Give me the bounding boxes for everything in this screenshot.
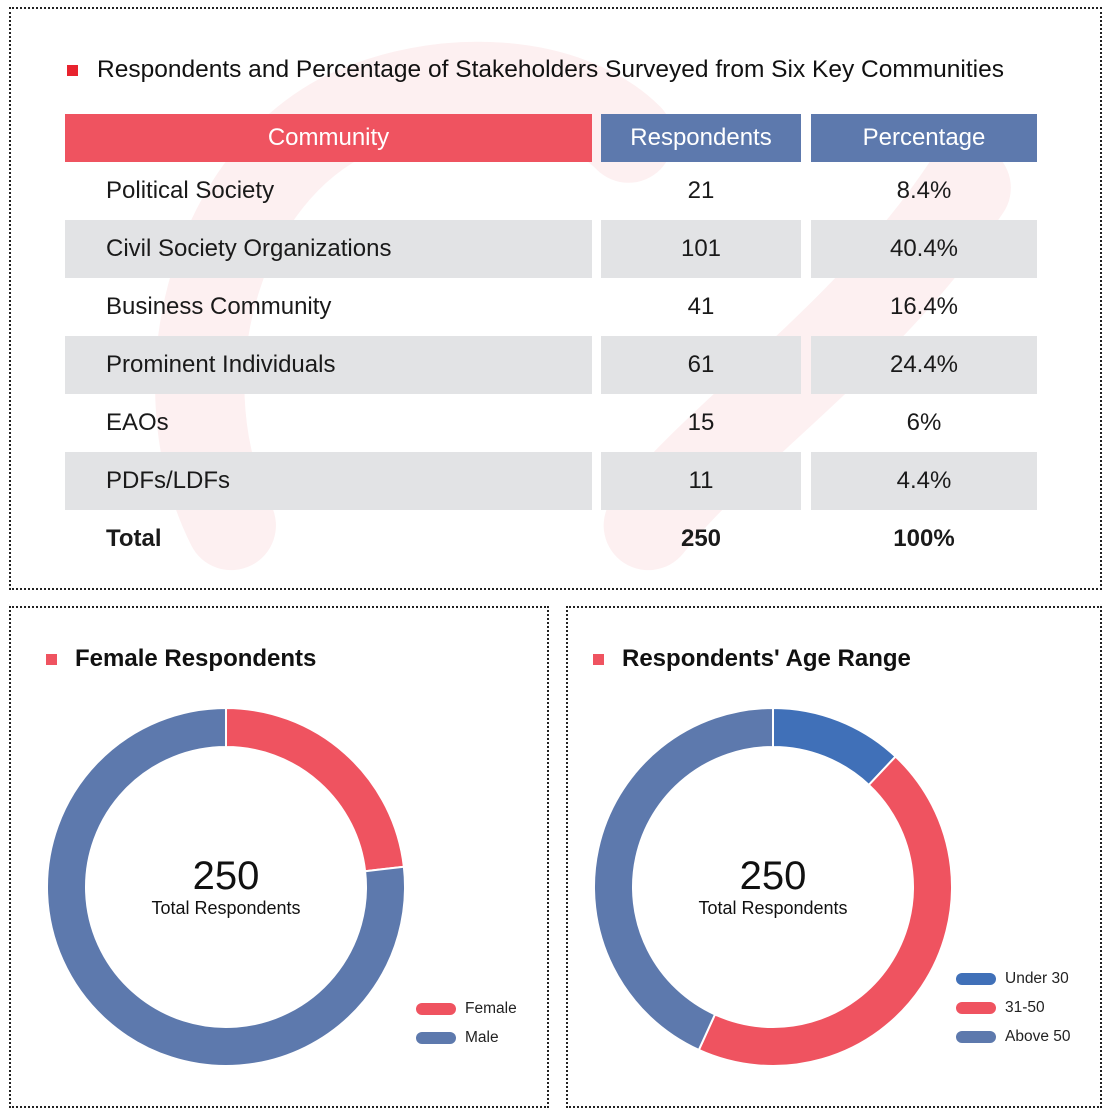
legend-item-female: Female xyxy=(416,994,517,1023)
percentage-cell: 4.4% xyxy=(811,452,1037,510)
percentage-cell: 24.4% xyxy=(811,336,1037,394)
table-row: Prominent Individuals 61 24.4% xyxy=(65,336,1037,394)
respondents-cell: 41 xyxy=(687,293,715,320)
percentage-cell: 6% xyxy=(906,409,942,436)
legend-item-male: Male xyxy=(416,1023,517,1052)
title-bullet-icon xyxy=(67,64,78,76)
age-donut-chart: 250 Total Respondents xyxy=(592,706,954,1068)
legend-label: Female xyxy=(465,999,517,1017)
community-cell: Civil Society Organizations xyxy=(65,220,592,278)
community-table: Community Respondents Percentage Politic… xyxy=(65,114,1037,568)
percentage-cell: 40.4% xyxy=(811,220,1037,278)
donut-slice-31-50 xyxy=(697,755,953,1067)
age-chart-panel: Respondents' Age Range 250 Total Respond… xyxy=(566,606,1102,1108)
table-header-row: Community Respondents Percentage xyxy=(65,114,1037,162)
age-section-title: Respondents' Age Range xyxy=(593,645,911,673)
legend-swatch-icon xyxy=(956,1030,996,1043)
age-donut-svg xyxy=(593,706,953,1067)
title-bullet-icon xyxy=(593,653,604,665)
table-title-text: Respondents and Percentage of Stakeholde… xyxy=(97,56,1004,83)
header-community: Community xyxy=(65,114,592,162)
gender-donut-chart: 250 Total Respondents xyxy=(45,706,407,1068)
community-cell: PDFs/LDFs xyxy=(65,452,592,510)
donut-slice-under-30 xyxy=(772,706,897,787)
table-row: Business Community 41 16.4% xyxy=(65,278,1037,336)
legend-label: Above 50 xyxy=(1005,1027,1071,1045)
table-row: PDFs/LDFs 11 4.4% xyxy=(65,452,1037,510)
table-section-title: Respondents and Percentage of Stakeholde… xyxy=(67,56,1004,84)
community-cell: Political Society xyxy=(106,177,275,204)
community-table-panel: Respondents and Percentage of Stakeholde… xyxy=(9,7,1102,590)
donut-slice-above-50 xyxy=(593,706,774,1052)
title-bullet-icon xyxy=(46,653,57,665)
community-cell: Business Community xyxy=(106,293,332,320)
respondents-cell: 15 xyxy=(687,409,715,436)
legend-item-31-50: 31-50 xyxy=(956,993,1071,1022)
percentage-cell: 16.4% xyxy=(889,293,959,320)
gender-legend: Female Male xyxy=(416,994,517,1052)
community-cell: Prominent Individuals xyxy=(65,336,592,394)
age-legend: Under 30 31-50 Above 50 xyxy=(956,964,1071,1051)
table-row: Political Society 21 8.4% xyxy=(65,162,1037,220)
legend-swatch-icon xyxy=(956,972,996,985)
gender-donut-svg xyxy=(46,706,406,1067)
legend-swatch-icon xyxy=(956,1001,996,1014)
legend-item-above-50: Above 50 xyxy=(956,1022,1071,1051)
legend-label: 31-50 xyxy=(1005,998,1045,1016)
respondents-cell: 21 xyxy=(687,177,715,204)
gender-title-text: Female Respondents xyxy=(75,645,317,672)
legend-swatch-icon xyxy=(416,1002,456,1015)
total-percentage: 100% xyxy=(893,525,955,552)
table-row: EAOs 15 6% xyxy=(65,394,1037,452)
header-respondents: Respondents xyxy=(601,114,801,162)
legend-item-under-30: Under 30 xyxy=(956,964,1071,993)
legend-label: Male xyxy=(465,1028,499,1046)
donut-slice-female xyxy=(225,706,405,873)
donut-slice-male xyxy=(46,706,406,1067)
table-total-row: Total 250 100% xyxy=(65,510,1037,568)
respondents-cell: 61 xyxy=(601,336,801,394)
respondents-cell: 101 xyxy=(601,220,801,278)
total-label: Total xyxy=(106,525,162,552)
legend-swatch-icon xyxy=(416,1031,456,1044)
legend-label: Under 30 xyxy=(1005,969,1069,987)
gender-chart-panel: Female Respondents 250 Total Respondents… xyxy=(9,606,549,1108)
age-title-text: Respondents' Age Range xyxy=(622,645,911,672)
total-respondents: 250 xyxy=(680,525,722,552)
percentage-cell: 8.4% xyxy=(896,177,952,204)
respondents-cell: 11 xyxy=(601,452,801,510)
table-row: Civil Society Organizations 101 40.4% xyxy=(65,220,1037,278)
header-percentage: Percentage xyxy=(811,114,1037,162)
gender-section-title: Female Respondents xyxy=(46,645,316,673)
community-cell: EAOs xyxy=(106,409,169,436)
